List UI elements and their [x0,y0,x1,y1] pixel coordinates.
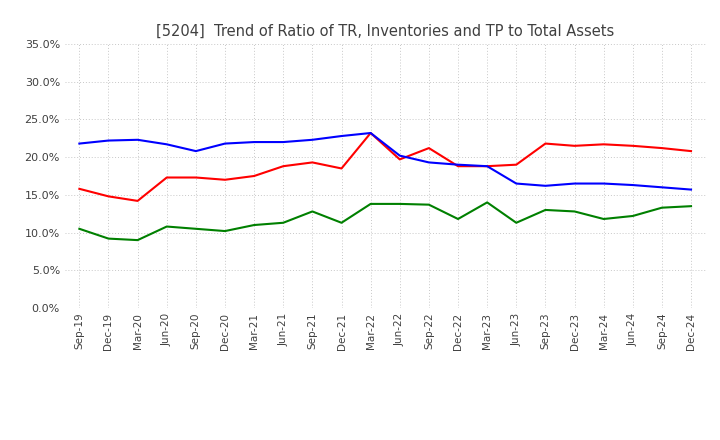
Inventories [104,138,113,143]
Trade Receivables [541,141,550,146]
Trade Receivables [104,194,113,199]
Trade Receivables [308,160,317,165]
Trade Payables [425,202,433,207]
Inventories [512,181,521,186]
Inventories [308,137,317,143]
Trade Receivables [250,173,258,179]
Trade Payables [163,224,171,229]
Trade Payables [308,209,317,214]
Line: Inventories: Inventories [79,133,691,190]
Trade Payables [133,238,142,243]
Trade Receivables [366,130,375,136]
Trade Receivables [629,143,637,148]
Inventories [599,181,608,186]
Trade Payables [629,213,637,219]
Trade Receivables [133,198,142,204]
Trade Receivables [599,142,608,147]
Trade Payables [250,222,258,227]
Trade Receivables [163,175,171,180]
Inventories [395,153,404,158]
Inventories [425,160,433,165]
Inventories [629,183,637,188]
Inventories [192,148,200,154]
Trade Receivables [512,162,521,167]
Trade Receivables [454,164,462,169]
Trade Payables [454,216,462,222]
Trade Payables [395,201,404,206]
Trade Payables [541,207,550,213]
Inventories [541,183,550,188]
Trade Payables [220,228,229,234]
Line: Trade Payables: Trade Payables [79,202,691,240]
Line: Trade Receivables: Trade Receivables [79,133,691,201]
Trade Payables [366,201,375,206]
Inventories [687,187,696,192]
Inventories [483,164,492,169]
Trade Payables [599,216,608,222]
Trade Receivables [395,157,404,162]
Title: [5204]  Trend of Ratio of TR, Inventories and TP to Total Assets: [5204] Trend of Ratio of TR, Inventories… [156,24,614,39]
Trade Payables [657,205,666,210]
Trade Receivables [192,175,200,180]
Inventories [220,141,229,146]
Inventories [163,142,171,147]
Trade Payables [512,220,521,225]
Trade Receivables [75,186,84,191]
Inventories [657,185,666,190]
Trade Payables [687,204,696,209]
Trade Payables [570,209,579,214]
Trade Receivables [337,166,346,171]
Inventories [366,130,375,136]
Inventories [279,139,287,145]
Trade Receivables [220,177,229,183]
Trade Payables [192,226,200,231]
Inventories [454,162,462,167]
Inventories [570,181,579,186]
Trade Payables [337,220,346,225]
Trade Payables [279,220,287,225]
Trade Payables [75,226,84,231]
Trade Receivables [570,143,579,148]
Inventories [250,139,258,145]
Trade Receivables [425,146,433,151]
Trade Payables [104,236,113,241]
Inventories [133,137,142,143]
Inventories [75,141,84,146]
Trade Receivables [483,164,492,169]
Inventories [337,133,346,139]
Trade Receivables [687,148,696,154]
Trade Receivables [279,164,287,169]
Trade Receivables [657,146,666,151]
Trade Payables [483,200,492,205]
